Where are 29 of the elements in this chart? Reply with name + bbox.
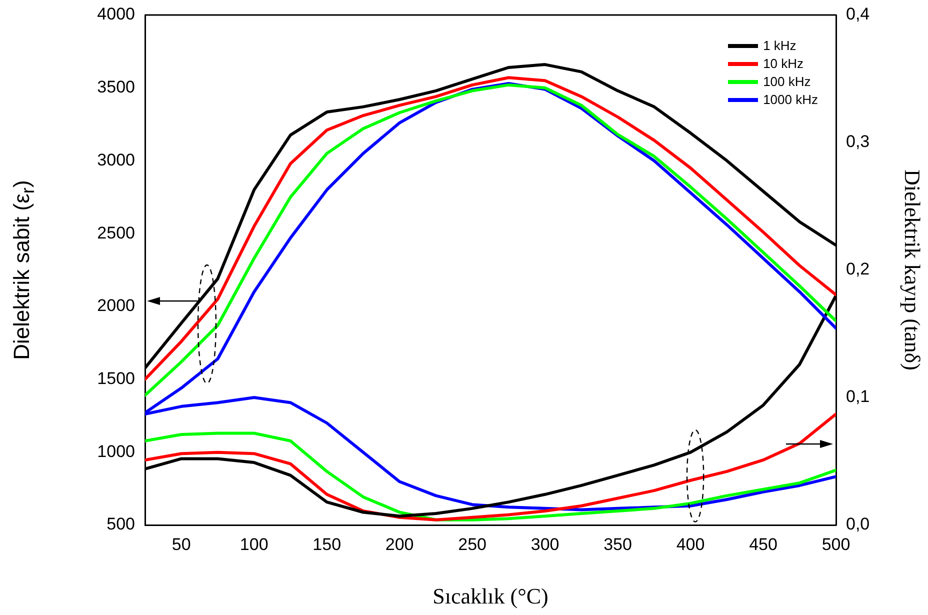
x-tick-label: 100: [240, 534, 268, 554]
y-tick-label: 1000: [97, 442, 135, 461]
x-tick-label: 300: [530, 534, 560, 554]
y-tick-label: 3500: [97, 78, 135, 97]
y-tick-label: 3000: [97, 150, 135, 170]
y2-tick-label: 0,3: [846, 132, 870, 152]
y-tick-label: 4000: [97, 4, 135, 24]
legend-label: 1 kHz: [763, 37, 796, 55]
x-tick-label: 350: [604, 534, 632, 554]
x-axis-title: Sıcaklık (°C): [432, 584, 548, 609]
x-tick-label: 400: [676, 534, 705, 554]
y-tick-label: 2000: [97, 296, 135, 316]
y2-tick-label: 0,2: [846, 260, 870, 279]
y-tick-label: 2500: [97, 223, 135, 242]
y2-axis-title: Dielektrik kayıp (tanδ): [900, 170, 926, 370]
y-tick-label: 500: [106, 514, 135, 534]
y2-tick-label: 0,0: [846, 514, 870, 534]
legend-label: 1000 kHz: [763, 91, 818, 109]
y2-tick-label: 0,4: [846, 4, 870, 24]
x-tick-label: 50: [172, 534, 191, 554]
x-tick-label: 500: [822, 534, 850, 554]
y2-tick-label: 0,1: [846, 387, 870, 406]
legend-label: 100 kHz: [763, 73, 811, 91]
x-tick-label: 150: [312, 534, 342, 554]
x-tick-label: 450: [749, 534, 778, 554]
legend-label: 10 kHz: [763, 55, 804, 73]
x-tick-label: 250: [458, 534, 487, 554]
y-tick-label: 1500: [97, 368, 135, 388]
x-tick-label: 200: [385, 534, 414, 554]
